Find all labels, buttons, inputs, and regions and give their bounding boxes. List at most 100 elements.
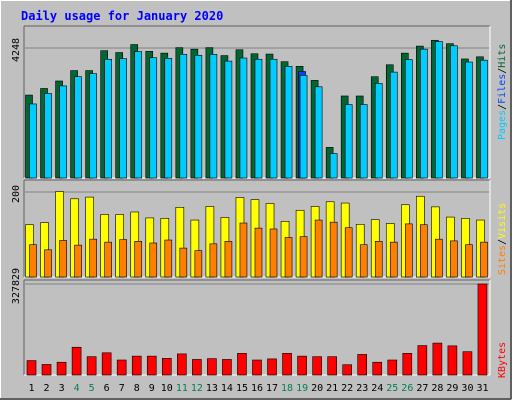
- sites-bar: [149, 242, 158, 278]
- sites-bar: [284, 237, 293, 278]
- files-bar: [29, 103, 37, 179]
- sites-bar: [254, 227, 263, 278]
- sites-bar: [194, 250, 203, 278]
- sites-bar: [465, 244, 473, 278]
- files-bar: [480, 59, 488, 179]
- files-bar: [269, 58, 278, 179]
- sites-bar: [44, 249, 52, 278]
- kbytes-bar: [86, 356, 97, 376]
- kbytes-bar: [387, 359, 398, 376]
- legend-sites-visits: Sites/Visits: [497, 203, 508, 275]
- legend-sites-visits-part-0: Sites: [497, 245, 508, 275]
- sites-bar: [359, 244, 368, 278]
- files-bar: [465, 61, 473, 179]
- legend-pages-files-hits-part-0: Pages: [497, 110, 508, 140]
- x-tick-label: 25: [386, 383, 398, 394]
- sites-bar: [164, 239, 173, 278]
- files-bar: [179, 54, 188, 179]
- kbytes-bar: [41, 364, 52, 376]
- legend-pages-files-hits-part-4: Hits: [497, 44, 508, 68]
- x-tick-label: 11: [176, 383, 188, 394]
- sites-bar: [29, 244, 37, 278]
- sites-bar: [389, 241, 398, 278]
- x-tick-label: 31: [476, 383, 488, 394]
- x-tick-label: 29: [446, 383, 458, 394]
- kbytes-bar: [447, 345, 458, 376]
- kbytes-bar: [161, 358, 172, 376]
- files-bar: [44, 93, 52, 179]
- files-bar: [359, 104, 368, 179]
- legend-sites-visits-part-1: /: [497, 239, 508, 245]
- x-tick-label: 10: [161, 383, 173, 394]
- kbytes-bar: [131, 355, 142, 376]
- x-tick-label: 19: [296, 383, 308, 394]
- legend-pages-files-hits-part-2: Files: [497, 74, 508, 104]
- x-tick-label: 24: [371, 383, 383, 394]
- files-bar: [194, 54, 203, 179]
- files-bar: [239, 57, 248, 179]
- legend-kbytes-part-0: KBytes: [497, 342, 508, 378]
- x-tick-label: 13: [206, 383, 218, 394]
- x-tick-label: 30: [461, 383, 473, 394]
- legend-pages-files-hits: Pages/Files/Hits: [497, 44, 508, 140]
- files-bar: [450, 45, 458, 179]
- kbytes-bar: [417, 345, 428, 376]
- x-tick-label: 26: [401, 383, 413, 394]
- files-bar: [420, 48, 428, 179]
- kbytes-bar: [207, 358, 217, 376]
- panel-1-ytick-label: 4248: [11, 38, 22, 62]
- x-tick-label: 22: [341, 383, 353, 394]
- x-tick-label: 18: [281, 383, 293, 394]
- x-tick-label: 15: [236, 383, 248, 394]
- x-tick-label: 28: [431, 383, 443, 394]
- sites-bar: [89, 238, 97, 278]
- kbytes-bar: [432, 342, 443, 376]
- kbytes-bar: [477, 283, 488, 376]
- kbytes-bar: [192, 359, 202, 376]
- kbytes-bar: [101, 352, 112, 376]
- kbytes-bar: [462, 351, 473, 376]
- files-bar: [284, 66, 293, 179]
- x-tick-label: 12: [191, 383, 203, 394]
- files-bar: [299, 75, 308, 179]
- files-bar: [89, 73, 97, 179]
- x-tick-label: 7: [119, 383, 125, 394]
- x-tick-label: 16: [251, 383, 263, 394]
- x-tick-label: 6: [104, 383, 110, 394]
- files-bar: [164, 58, 173, 179]
- kbytes-bar: [177, 353, 187, 376]
- sites-bar: [224, 241, 233, 278]
- sites-bar: [420, 224, 428, 278]
- legend-sites-visits-part-2: Visits: [497, 203, 508, 239]
- kbytes-bar: [237, 353, 247, 376]
- legend-pages-files-hits-part-1: /: [497, 104, 508, 110]
- x-tick-label: 3: [59, 383, 65, 394]
- legend-pages-files-hits-part-3: /: [497, 68, 508, 74]
- sites-bar: [59, 240, 67, 278]
- kbytes-bar: [267, 358, 277, 376]
- x-tick-label: 20: [311, 383, 323, 394]
- kbytes-bar: [297, 355, 307, 376]
- x-tick-label: 9: [149, 383, 155, 394]
- files-bar: [374, 83, 383, 179]
- chart-panels: 4248 200 327829: [11, 25, 491, 376]
- sites-bar: [374, 241, 383, 278]
- files-bar: [314, 86, 323, 179]
- x-tick-label: 5: [89, 383, 95, 394]
- sites-bar: [209, 243, 218, 278]
- files-bar: [209, 54, 218, 179]
- panel-2-ytick-label: 200: [11, 185, 22, 203]
- kbytes-bar: [252, 359, 262, 376]
- sites-bar: [179, 247, 188, 278]
- kbytes-bar: [222, 359, 232, 376]
- kbytes-bar: [282, 353, 292, 376]
- sites-bar: [480, 241, 488, 278]
- kbytes-bar: [372, 361, 383, 376]
- files-bar: [134, 51, 143, 179]
- files-bar: [405, 59, 413, 179]
- files-bar: [329, 153, 338, 179]
- files-bar: [119, 58, 127, 179]
